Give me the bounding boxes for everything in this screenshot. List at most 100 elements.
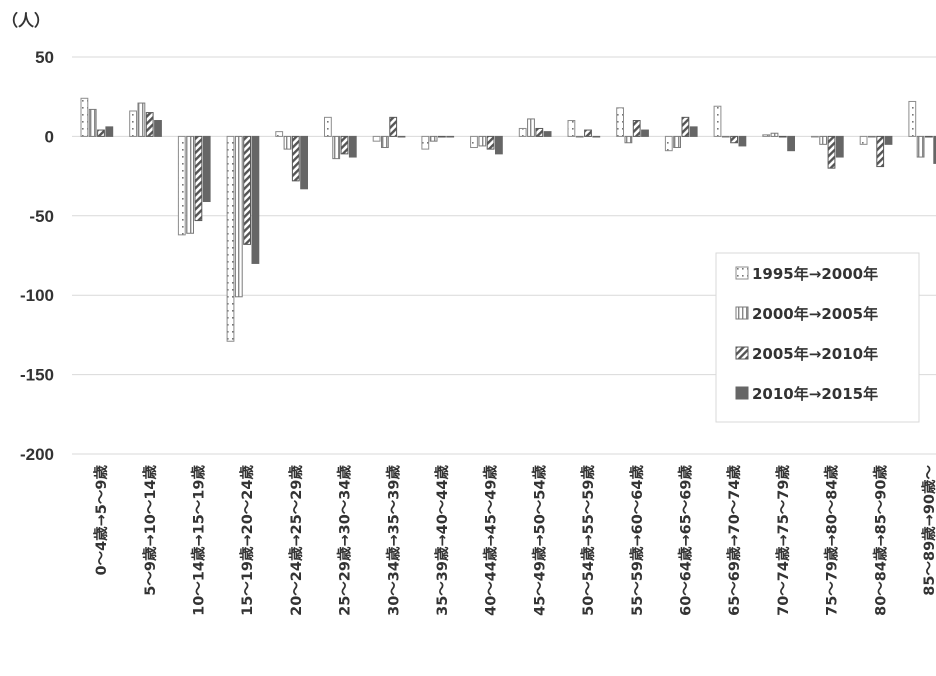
bar-s1-c17 <box>859 135 868 145</box>
y-tick-label: -150 <box>20 366 54 385</box>
bar-s2-c2 <box>137 102 146 137</box>
bar-s1-c3 <box>177 135 186 236</box>
bar-s1-c13 <box>664 135 673 152</box>
bar-s1-c11 <box>567 120 576 137</box>
x-category-label: 50～54歳→55～59歳 <box>579 465 597 616</box>
y-axis-ticks: 50 0 -50 -100 -150 -200 <box>20 48 54 464</box>
bar-s2-c6 <box>332 135 341 160</box>
bar-s2-c11 <box>575 135 584 138</box>
x-category-label: 55～59歳→60～64歳 <box>628 465 646 616</box>
bar-s4-c9 <box>495 135 503 155</box>
bar-s2-c10 <box>527 118 535 137</box>
bar-s3-c14 <box>730 135 739 144</box>
bar-s3-c11 <box>584 129 592 137</box>
x-category-label: 40～44歳→45～49歳 <box>482 465 500 616</box>
x-category-label: 45～49歳→50～54歳 <box>530 465 548 616</box>
bar-s3-c8 <box>438 135 446 138</box>
x-category-label: 75～79歳→80～84歳 <box>823 465 841 616</box>
x-category-label: 10～14歳→15～19歳 <box>190 465 208 616</box>
bar-s4-c5 <box>300 135 309 190</box>
x-category-label: 60～64歳→65～69歳 <box>677 465 695 616</box>
bar-s3-c5 <box>291 135 300 182</box>
bar-s3-c16 <box>827 135 836 169</box>
legend-label-2: 2000年→2005年 <box>752 305 878 323</box>
bar-s3-c12 <box>632 120 641 137</box>
legend-swatch-1 <box>735 266 749 280</box>
bar-s3-c10 <box>535 127 544 137</box>
legend-box <box>715 252 920 423</box>
y-tick-label: 0 <box>45 127 54 146</box>
bar-s4-c10 <box>543 131 552 137</box>
bar-s1-c6 <box>324 116 332 137</box>
bar-s2-c3 <box>186 135 194 234</box>
bar-s3-c7 <box>389 116 398 137</box>
bar-s4-c17 <box>884 135 893 145</box>
legend-swatch-2 <box>735 306 749 320</box>
bar-s3-c13 <box>681 116 690 137</box>
bar-s3-c17 <box>876 135 885 168</box>
bar-s3-c15 <box>778 135 787 138</box>
bar-s2-c14 <box>721 135 730 138</box>
bar-s4-c13 <box>689 126 698 137</box>
bar-s3-c18 <box>925 135 933 138</box>
bar-s4-c8 <box>446 135 455 138</box>
x-category-label: 5～9歳→10～14歳 <box>141 465 159 596</box>
bar-s3-c4 <box>243 135 251 245</box>
bar-s2-c4 <box>234 135 243 298</box>
bar-s3-c6 <box>340 135 349 155</box>
bar-s1-c8 <box>421 135 430 150</box>
bar-s2-c16 <box>819 135 828 145</box>
bar-s2-c15 <box>770 132 779 137</box>
bar-s4-c11 <box>592 135 601 138</box>
bar-s3-c9 <box>486 135 495 150</box>
legend-swatch-4 <box>735 386 749 400</box>
legend-label-3: 2005年→2010年 <box>752 345 878 363</box>
bar-s1-c1 <box>80 97 89 137</box>
bar-s1-c18 <box>908 100 917 137</box>
bar-s3-c1 <box>97 129 105 137</box>
bar-s1-c9 <box>470 135 478 149</box>
bar-s2-c12 <box>624 135 633 144</box>
x-category-label: 30～34歳→35～39歳 <box>384 465 402 616</box>
bar-s4-c15 <box>787 135 796 152</box>
bar-s4-c3 <box>202 135 211 203</box>
bar-s1-c2 <box>129 110 137 137</box>
bar-s1-c15 <box>762 134 771 137</box>
legend-label-4: 2010年→2015年 <box>752 385 878 403</box>
bar-s2-c1 <box>88 108 97 137</box>
bar-s4-c4 <box>251 135 260 264</box>
bar-s2-c5 <box>283 135 292 150</box>
bar-s2-c13 <box>673 135 682 149</box>
y-tick-label: -100 <box>20 286 54 305</box>
x-category-label: 70～74歳→75～79歳 <box>774 465 792 616</box>
bar-s1-c4 <box>226 135 235 342</box>
y-tick-label: 50 <box>35 48 54 67</box>
bar-s3-c3 <box>194 135 203 222</box>
bar-s2-c7 <box>381 135 389 149</box>
legend-label-1: 1995年→2000年 <box>752 265 878 283</box>
bar-s1-c14 <box>713 105 722 137</box>
x-axis-labels: 0～4歳→5～9歳 5～9歳→10～14歳 10～14歳→15～19歳 15～19歳→… <box>92 465 936 616</box>
bar-s4-c2 <box>154 120 162 137</box>
bar-s1-c12 <box>616 107 625 137</box>
bar-s2-c9 <box>478 135 487 147</box>
bar-s2-c18 <box>916 135 925 158</box>
x-category-label: 80～84歳→85～90歳 <box>871 465 889 616</box>
y-axis-unit: （人） <box>2 11 50 30</box>
bar-s4-c6 <box>348 135 357 158</box>
bar-s1-c5 <box>275 131 284 137</box>
x-category-label: 65～69歳→70～74歳 <box>725 465 743 616</box>
bar-s2-c17 <box>868 135 876 138</box>
x-category-label: 20～24歳→25～29歳 <box>287 465 305 616</box>
bars <box>80 97 936 342</box>
bar-s1-c16 <box>811 135 819 138</box>
x-category-label: 35～39歳→40～44歳 <box>433 465 451 616</box>
bar-s2-c8 <box>429 135 438 142</box>
bar-s1-c7 <box>372 135 381 142</box>
legend-swatch-3 <box>735 346 749 360</box>
legend: 1995年→2000年 2000年→2005年 2005年→2010年 2010年→2… <box>715 252 920 423</box>
bar-s4-c1 <box>105 126 114 137</box>
bar-s1-c10 <box>518 127 527 137</box>
bar-s4-c16 <box>835 135 844 158</box>
bar-s4-c12 <box>641 129 649 137</box>
